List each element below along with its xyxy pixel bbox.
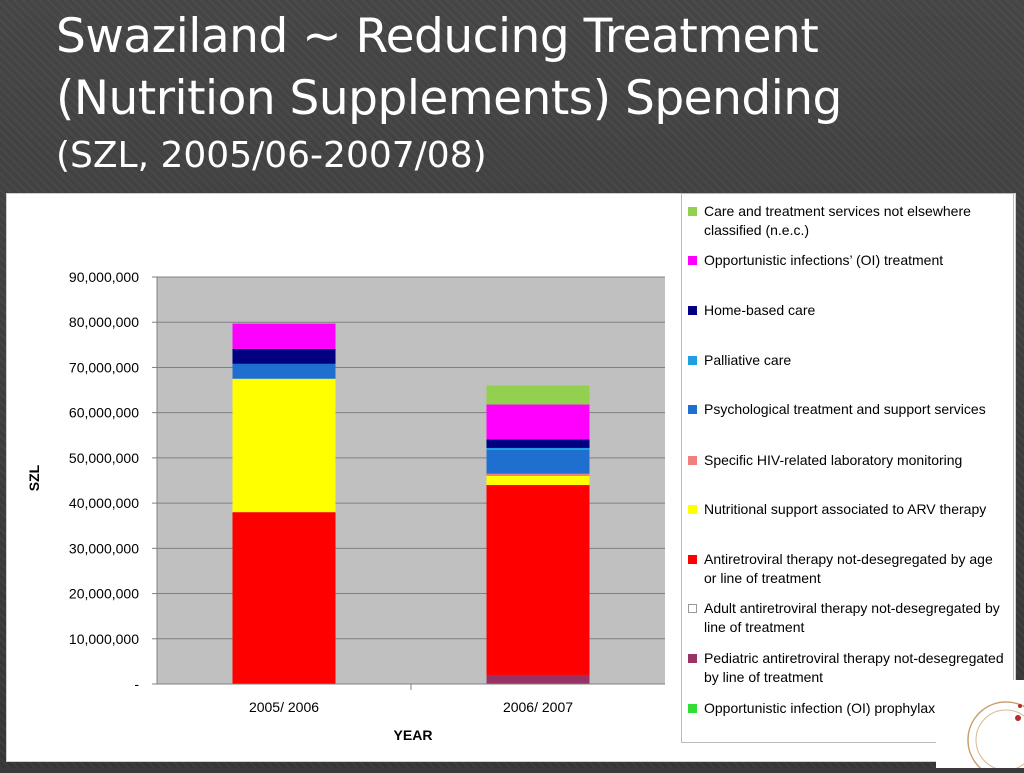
legend-label: Antiretroviral therapy not-desegregated …: [704, 551, 993, 586]
legend-label: Opportunistic infections’ (OI) treatment: [704, 252, 944, 268]
legend-label: Palliative care: [704, 352, 792, 368]
seal-emblem-icon: [967, 701, 1024, 773]
legend-swatch: [688, 256, 697, 265]
bar-segment: [232, 348, 336, 364]
y-tick-label: 40,000,000: [69, 495, 139, 511]
bar-segment: [486, 385, 590, 405]
legend-swatch: [688, 456, 697, 465]
bar-segment: [232, 512, 336, 684]
legend-swatch: [688, 356, 697, 365]
legend-swatch: [688, 704, 697, 713]
legend-swatch: [688, 306, 697, 315]
bar-segment: [486, 473, 590, 476]
legend-label: Pediatric antiretroviral therapy not-des…: [704, 650, 1004, 685]
legend-swatch: [688, 555, 697, 564]
x-tick-label: 2006/ 2007: [503, 699, 573, 715]
legend-label: Nutritional support associated to ARV th…: [704, 501, 987, 517]
x-tick-label: 2005/ 2006: [249, 699, 319, 715]
y-tick-label: -: [134, 676, 139, 692]
bar-segment: [232, 323, 336, 349]
legend-label: Adult antiretroviral therapy not-desegre…: [704, 600, 1000, 635]
y-tick-label: 90,000,000: [69, 269, 139, 285]
bar-segment: [486, 475, 590, 486]
bar-segment: [232, 378, 336, 513]
slide-title: Swaziland ~ Reducing Treatment (Nutritio…: [56, 6, 996, 182]
legend-label: Opportunistic infection (OI) prophylaxis: [704, 700, 946, 716]
legend-label: Psychological treatment and support serv…: [704, 401, 986, 417]
bar-segment: [486, 404, 590, 440]
legend-swatch: [688, 207, 697, 216]
y-axis-label: SZL: [26, 464, 42, 491]
seal-logo: [936, 680, 1024, 773]
chart-legend: Care and treatment services not elsewher…: [681, 193, 1014, 743]
bar-segment: [486, 447, 590, 450]
legend-label: Care and treatment services not elsewher…: [704, 203, 971, 238]
y-tick-label: 30,000,000: [69, 540, 139, 556]
title-line-1: Swaziland ~ Reducing Treatment: [56, 9, 819, 64]
y-tick-label: 80,000,000: [69, 314, 139, 330]
legend-swatch: [688, 654, 697, 663]
x-axis-label: YEAR: [394, 727, 433, 743]
legend-swatch: [688, 604, 697, 613]
y-tick-label: 60,000,000: [69, 405, 139, 421]
bar-segment: [486, 485, 590, 675]
legend-swatch: [688, 405, 697, 414]
bar-segment: [486, 449, 590, 474]
legend-swatch: [688, 505, 697, 514]
title-subtitle: (SZL, 2005/06-2007/08): [56, 135, 487, 176]
legend-label: Home-based care: [704, 302, 816, 318]
y-tick-label: 70,000,000: [69, 359, 139, 375]
legend-label: Specific HIV-related laboratory monitori…: [704, 452, 963, 468]
bar-segment: [486, 674, 590, 684]
title-line-2: (Nutrition Supplements) Spending: [56, 71, 842, 126]
bar-segment: [486, 439, 590, 448]
bar-segment: [232, 363, 336, 379]
y-tick-label: 50,000,000: [69, 450, 139, 466]
y-tick-label: 10,000,000: [69, 631, 139, 647]
y-tick-label: 20,000,000: [69, 586, 139, 602]
